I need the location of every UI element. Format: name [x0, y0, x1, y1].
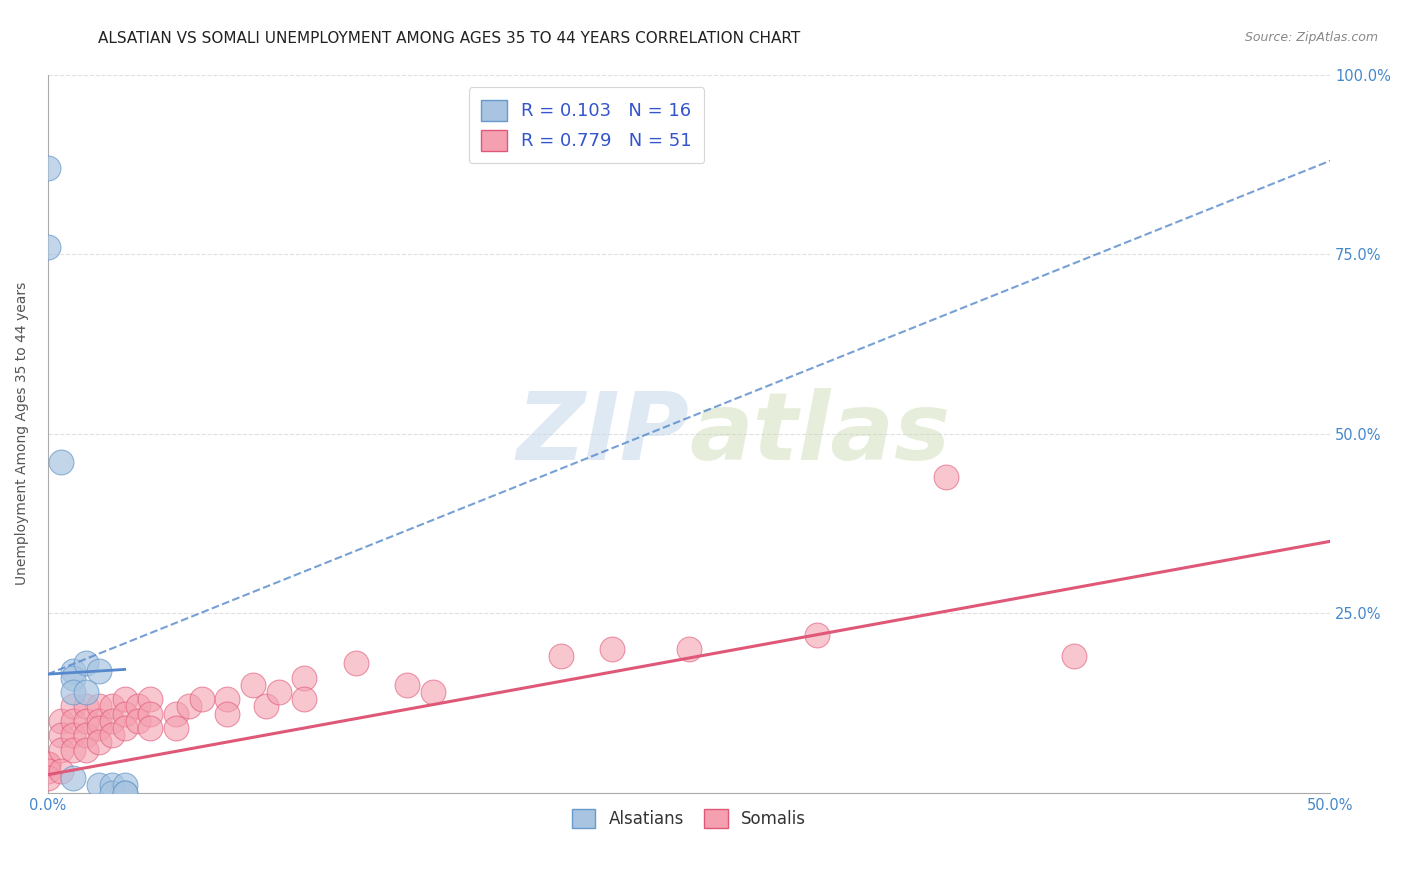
Point — [934, 469, 956, 483]
Point — [422, 685, 444, 699]
Point — [101, 699, 124, 714]
Point — [75, 699, 97, 714]
Point — [165, 706, 187, 721]
Point — [62, 685, 84, 699]
Point — [139, 706, 162, 721]
Point — [101, 779, 124, 793]
Point — [75, 714, 97, 728]
Legend: Alsatians, Somalis: Alsatians, Somalis — [565, 802, 813, 835]
Point — [550, 649, 572, 664]
Point — [678, 642, 700, 657]
Point — [190, 692, 212, 706]
Point — [114, 786, 136, 800]
Point — [292, 671, 315, 685]
Point — [62, 664, 84, 678]
Point — [87, 714, 110, 728]
Point — [101, 786, 124, 800]
Point — [1063, 649, 1085, 664]
Point — [114, 721, 136, 735]
Point — [62, 699, 84, 714]
Point — [114, 786, 136, 800]
Point — [127, 699, 149, 714]
Point — [87, 779, 110, 793]
Point — [37, 764, 59, 778]
Point — [165, 721, 187, 735]
Point — [242, 678, 264, 692]
Point — [62, 772, 84, 786]
Point — [101, 728, 124, 742]
Point — [49, 714, 72, 728]
Text: Source: ZipAtlas.com: Source: ZipAtlas.com — [1244, 31, 1378, 45]
Point — [87, 721, 110, 735]
Point — [49, 742, 72, 756]
Point — [87, 699, 110, 714]
Point — [806, 628, 828, 642]
Point — [217, 692, 239, 706]
Point — [49, 764, 72, 778]
Point — [600, 642, 623, 657]
Point — [344, 657, 367, 671]
Point — [37, 772, 59, 786]
Point — [75, 657, 97, 671]
Point — [62, 671, 84, 685]
Point — [114, 779, 136, 793]
Point — [267, 685, 290, 699]
Point — [49, 728, 72, 742]
Point — [217, 706, 239, 721]
Y-axis label: Unemployment Among Ages 35 to 44 years: Unemployment Among Ages 35 to 44 years — [15, 282, 30, 585]
Point — [395, 678, 418, 692]
Point — [139, 692, 162, 706]
Point — [87, 735, 110, 749]
Point — [75, 742, 97, 756]
Point — [49, 455, 72, 469]
Point — [254, 699, 277, 714]
Point — [139, 721, 162, 735]
Point — [101, 714, 124, 728]
Point — [114, 692, 136, 706]
Text: atlas: atlas — [689, 388, 950, 480]
Text: ZIP: ZIP — [516, 388, 689, 480]
Point — [87, 664, 110, 678]
Text: ALSATIAN VS SOMALI UNEMPLOYMENT AMONG AGES 35 TO 44 YEARS CORRELATION CHART: ALSATIAN VS SOMALI UNEMPLOYMENT AMONG AG… — [98, 31, 800, 46]
Point — [75, 685, 97, 699]
Point — [37, 756, 59, 771]
Point — [292, 692, 315, 706]
Point — [37, 161, 59, 175]
Point — [62, 742, 84, 756]
Point — [75, 728, 97, 742]
Point — [114, 706, 136, 721]
Point — [62, 728, 84, 742]
Point — [37, 756, 59, 771]
Point — [62, 714, 84, 728]
Point — [37, 240, 59, 254]
Point — [177, 699, 200, 714]
Point — [127, 714, 149, 728]
